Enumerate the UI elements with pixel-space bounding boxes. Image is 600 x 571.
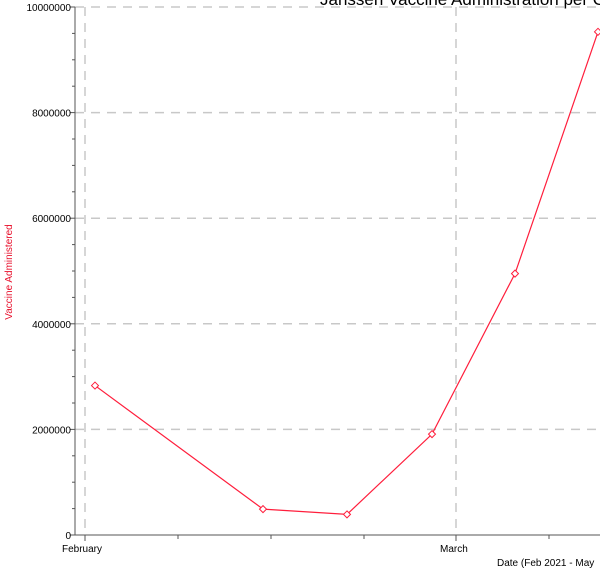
data-point: [258, 504, 268, 514]
data-point: [427, 429, 437, 439]
y-tick-label: 4000000: [32, 320, 71, 331]
y-tick-label: 6000000: [32, 214, 71, 225]
x-axis-title: Date (Feb 2021 - May: [497, 558, 594, 569]
ticks: 0 2000000 4000000 6000000 8000000 10000000 Feb…: [27, 3, 550, 555]
series-layer: [90, 27, 600, 519]
grid: [75, 6, 600, 535]
x-tick-label: March: [440, 544, 468, 555]
data-point: [593, 27, 600, 37]
data-point: [510, 269, 520, 278]
y-axis-title: Vaccine Administered: [4, 224, 15, 319]
series-line: [94, 31, 599, 516]
chart-title: Janssen Vaccine Administration per C: [320, 0, 600, 9]
y-tick-label: 10000000: [27, 3, 72, 14]
axes: [74, 7, 600, 536]
data-point: [90, 381, 100, 390]
data-point: [342, 510, 352, 519]
y-tick-label: 0: [65, 531, 71, 542]
y-tick-label: 2000000: [32, 425, 71, 436]
y-tick-label: 8000000: [32, 109, 71, 120]
x-tick-label: February: [62, 544, 102, 555]
